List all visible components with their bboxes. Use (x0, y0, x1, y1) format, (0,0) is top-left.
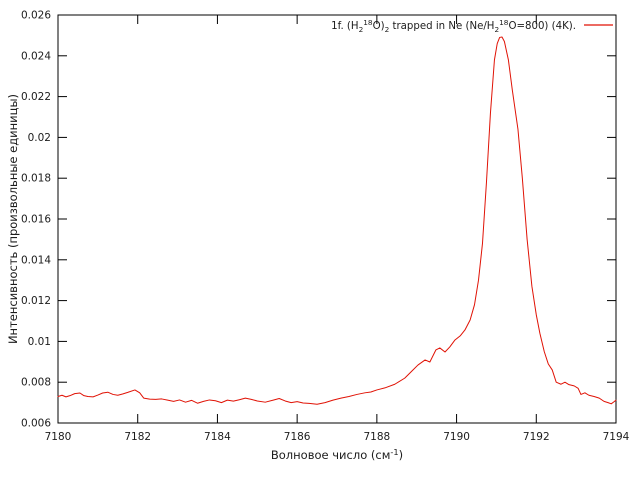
x-tick-label: 7184 (204, 431, 231, 443)
x-tick-label: 7192 (523, 431, 550, 443)
y-tick-label: 0.02 (28, 132, 51, 144)
x-tick-label: 7190 (443, 431, 470, 443)
x-tick-label: 7182 (124, 431, 151, 443)
legend-label: 1f. (H218O)2 trapped in Ne (Ne/H218O=800… (331, 18, 576, 34)
y-tick-label: 0.006 (21, 418, 51, 430)
y-tick-label: 0.012 (21, 295, 51, 307)
y-tick-label: 0.024 (21, 50, 51, 62)
y-tick-label: 0.018 (21, 173, 51, 185)
y-axis-title: Интенсивность (произвольные единицы) (6, 94, 20, 344)
y-tick-label: 0.008 (21, 377, 51, 389)
x-tick-label: 7188 (363, 431, 390, 443)
x-tick-label: 7194 (603, 431, 630, 443)
y-tick-label: 0.022 (21, 91, 51, 103)
spectrum-line (57, 36, 617, 405)
y-tick-label: 0.026 (21, 10, 51, 22)
y-tick-label: 0.01 (28, 336, 51, 348)
x-tick-label: 7186 (284, 431, 311, 443)
y-tick-label: 0.016 (21, 214, 51, 226)
plot-border (57, 14, 617, 424)
y-tick-label: 0.014 (21, 254, 51, 266)
x-axis-title: Волновое число (см-1) (271, 447, 403, 462)
x-tick-label: 7180 (45, 431, 72, 443)
